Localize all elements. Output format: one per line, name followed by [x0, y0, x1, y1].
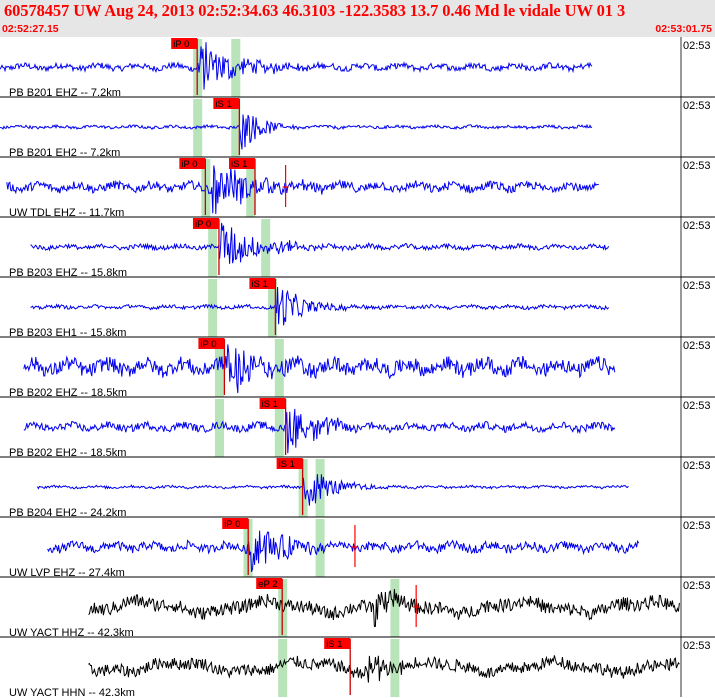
pick-window	[208, 219, 218, 277]
time-tag: 02:53	[683, 640, 711, 652]
trace-panel: iP 0 PB B201 EHZ -- 7.2km 02:53	[0, 37, 715, 99]
trace-panel: iP 0 iS 1 UW TDL EHZ -- 11.7km 02:53	[0, 157, 715, 219]
waveform	[47, 530, 640, 572]
time-tag: 02:53	[683, 580, 711, 592]
station-label: PB B204 EH2 -- 24.2km	[9, 507, 126, 519]
pick-window	[274, 339, 284, 397]
trace-panel: iS 1 UW YACT HHN -- 42.3km 02:53	[9, 637, 711, 698]
trace-panel: iP 0 UW LVP EHZ -- 27.4km 02:53	[0, 517, 715, 579]
pick-label: iS 1	[231, 159, 247, 170]
event-title: 60578457 UW Aug 24, 2013 02:52:34.63 46.…	[4, 1, 626, 20]
trace-panel: iP 0 PB B203 EHZ -- 15.8km 02:53	[0, 217, 715, 279]
pick-label: iS 1	[326, 639, 342, 650]
station-label: PB B203 EHZ -- 15.8km	[9, 267, 127, 279]
pick-label-bg	[171, 38, 198, 49]
pick-label: iP 0	[181, 159, 197, 170]
station-label: UW YACT HHZ -- 42.3km	[9, 627, 134, 639]
station-label: PB B201 EHZ -- 7.2km	[9, 87, 121, 99]
station-label: PB B202 EHZ -- 18.5km	[9, 387, 127, 399]
pick-label-bg	[249, 278, 276, 289]
pick-label-bg	[229, 158, 255, 169]
pick-label-bg	[259, 398, 286, 409]
pick-label: iS 1	[251, 279, 267, 290]
station-label: UW TDL EHZ -- 11.7km	[9, 207, 124, 219]
time-tag-column	[681, 37, 715, 698]
end-time: 02:53:01.75	[655, 23, 712, 35]
waveform	[30, 222, 610, 264]
pick-label-bg	[276, 458, 303, 469]
pick-window	[315, 519, 325, 577]
pick-label: iS 1	[215, 99, 231, 110]
pick-window	[193, 99, 203, 157]
pick-label-bg	[256, 578, 283, 589]
time-tag: 02:53	[683, 340, 711, 352]
time-tag: 02:53	[683, 280, 711, 292]
time-tag: 02:53	[683, 100, 711, 112]
pick-label: iP 0	[200, 339, 216, 350]
trace-panel: iS 1 PB B203 EH1 -- 15.8km 02:53	[0, 277, 715, 339]
pick-label-bg	[198, 338, 225, 349]
time-tag: 02:53	[683, 400, 711, 412]
waveform	[36, 474, 629, 506]
waveform	[0, 42, 593, 90]
pick-window	[261, 219, 271, 277]
time-tag: 02:53	[683, 160, 711, 172]
trace-panel: eP 2 UW YACT HHZ -- 42.3km 02:53	[0, 577, 715, 639]
start-time: 02:52:27.15	[2, 23, 59, 35]
time-tag: 02:53	[683, 40, 711, 52]
station-label: UW YACT HHN -- 42.3km	[9, 687, 135, 698]
trace-panel: iS 1 PB B202 EH2 -- 18.5km 02:53	[0, 397, 715, 459]
station-label: PB B203 EH1 -- 15.8km	[9, 327, 126, 339]
pick-label-bg	[192, 218, 219, 229]
time-tag: 02:53	[683, 520, 711, 532]
station-label: PB B202 EH2 -- 18.5km	[9, 447, 126, 459]
time-tag: 02:53	[683, 460, 711, 472]
trace-panel: iS 1 PB B204 EH2 -- 24.2km 02:53	[0, 457, 715, 519]
trace-panel: iS 1 PB B201 EH2 -- 7.2km 02:53	[0, 97, 715, 159]
pick-label-bg	[179, 158, 206, 169]
header-bar: 60578457 UW Aug 24, 2013 02:52:34.63 46.…	[0, 0, 715, 37]
station-label: UW LVP EHZ -- 27.4km	[9, 567, 125, 579]
pick-label-bg	[222, 518, 249, 529]
pick-window	[278, 639, 288, 697]
waveform	[6, 165, 599, 215]
pick-label: iS 1	[279, 459, 295, 470]
pick-label: iS 1	[262, 399, 278, 410]
time-tag: 02:53	[683, 220, 711, 232]
seismogram-plot: iP 0 PB B201 EHZ -- 7.2km 02:53 iS 1 PB B201…	[0, 37, 715, 698]
pick-label: iP 0	[195, 219, 211, 230]
pick-label-bg	[324, 638, 351, 649]
waveform	[0, 114, 593, 150]
pick-label-bg	[213, 98, 240, 109]
waveform	[23, 408, 616, 454]
pick-window	[214, 339, 224, 397]
trace-panel: iP 0 PB B202 EHZ -- 18.5km 02:53	[0, 337, 715, 399]
waveform	[88, 655, 680, 683]
station-label: PB B201 EH2 -- 7.2km	[9, 147, 120, 159]
waveform	[88, 589, 680, 628]
waveform	[30, 286, 610, 326]
pick-label: iP 0	[224, 519, 240, 530]
pick-label: iP 0	[173, 39, 189, 50]
pick-label: eP 2	[258, 579, 277, 590]
pick-window	[390, 579, 400, 637]
waveform	[23, 344, 616, 394]
